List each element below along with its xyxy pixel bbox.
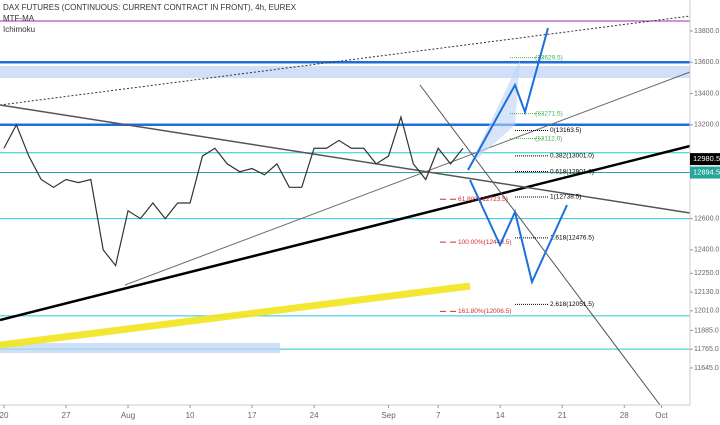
x-tick-label: 10 xyxy=(186,411,195,420)
y-tick-label: 12010.0 xyxy=(694,308,719,315)
x-tick-label: 21 xyxy=(558,411,567,420)
time-axis xyxy=(0,405,720,425)
fib-label: (13629.5) xyxy=(535,54,563,61)
indicator: Ichimoku xyxy=(3,25,35,34)
x-tick-label: Oct xyxy=(655,411,668,420)
y-tick-label: 12250.0 xyxy=(694,270,719,277)
y-tick-label: 13800.0 xyxy=(694,28,719,35)
indicator: MTF-MA xyxy=(3,14,35,23)
projection-zone xyxy=(470,60,520,165)
trend-line xyxy=(419,84,661,406)
x-tick-label: 14 xyxy=(496,411,505,420)
chart-title: DAX FUTURES (CONTINUOUS: CURRENT CONTRAC… xyxy=(3,3,297,12)
price-tag-label: 12980.5 xyxy=(693,154,720,163)
fib-label: (13271.5) xyxy=(535,110,563,117)
levels xyxy=(0,20,690,350)
fib-label: 161.80%(12006.5) xyxy=(458,308,512,315)
fib-label: 2.618(12051.5) xyxy=(550,301,594,308)
forecast-path xyxy=(469,179,568,286)
x-tick-label: Aug xyxy=(121,411,135,420)
x-tick-label: 28 xyxy=(620,411,629,420)
y-tick-label: 12130.0 xyxy=(694,289,719,296)
yellow-band xyxy=(0,282,471,349)
y-tick-label: 11765.0 xyxy=(694,346,719,353)
price-tag xyxy=(690,166,720,179)
x-tick-label: 24 xyxy=(310,411,319,420)
y-tick-label: 13400.0 xyxy=(694,90,719,97)
y-tick-label: 13200.0 xyxy=(694,122,719,129)
fib-label: 61.80%(12723.5) xyxy=(458,196,508,203)
y-tick-label: 11885.0 xyxy=(694,327,719,334)
fib-label: (13112.0) xyxy=(535,135,562,142)
x-tick-label: Sep xyxy=(381,411,396,420)
x-tick-label: 17 xyxy=(248,411,257,420)
fib-label: 1.618(12476.5) xyxy=(550,235,594,242)
x-tick-label: 7 xyxy=(436,411,441,420)
y-tick-label: 12400.0 xyxy=(694,247,719,254)
fib-label: 100.00%(12449.5) xyxy=(458,239,512,246)
price-axis xyxy=(690,0,720,425)
price-tag xyxy=(690,153,720,166)
axes: 13800.0 13600.0 13400.0 13200.0 12600.0 12400… xyxy=(0,28,720,420)
price-line xyxy=(3,114,464,267)
fib-label: 1(12738.5) xyxy=(550,194,581,201)
zone xyxy=(0,343,280,353)
price-tag-label: 12894.5 xyxy=(693,168,720,177)
y-tick-label: 12600.0 xyxy=(694,215,719,222)
x-tick-label: 20 xyxy=(0,411,9,420)
y-tick-label: 13600.0 xyxy=(694,59,719,66)
fib-label: 0.618(12901.0) xyxy=(550,168,594,175)
trend-line xyxy=(0,104,691,214)
zone xyxy=(0,66,690,78)
trend-line xyxy=(124,71,691,286)
plot: 0(13163.5) 0.382(13001.0) 0.618(12901.0) 1(… xyxy=(3,54,594,315)
fib-label: 0.382(13001.0) xyxy=(550,153,594,160)
y-tick-label: 11645.0 xyxy=(694,365,719,372)
forecast-path xyxy=(467,27,549,171)
fib-label: 0(13163.5) xyxy=(550,127,581,134)
trend-line xyxy=(0,144,691,322)
x-tick-label: 27 xyxy=(62,411,71,420)
